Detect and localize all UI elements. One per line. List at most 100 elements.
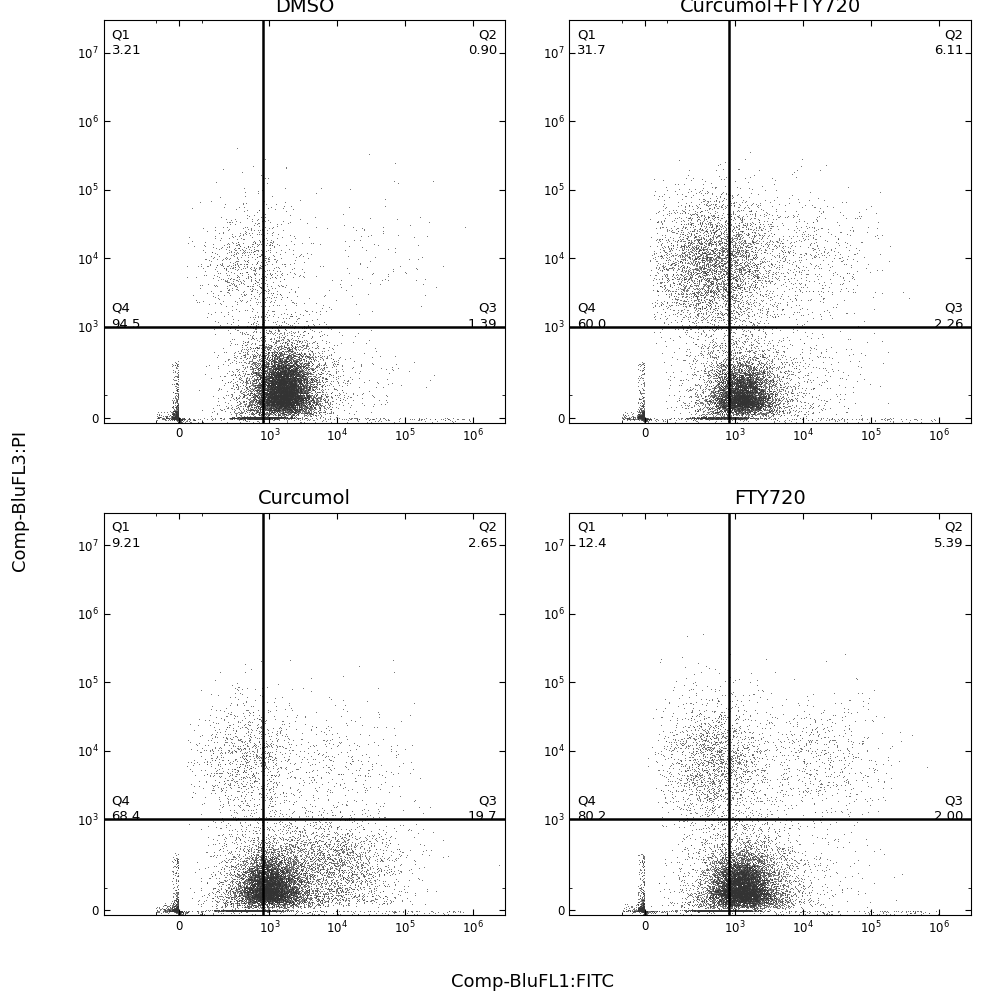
Point xyxy=(675,219,691,235)
Point xyxy=(716,902,732,918)
Point xyxy=(263,880,279,896)
Point xyxy=(200,902,216,918)
Point xyxy=(254,880,270,896)
Point xyxy=(780,410,796,426)
Point xyxy=(719,881,735,897)
Point xyxy=(753,396,769,412)
Point xyxy=(334,411,350,427)
Point xyxy=(271,396,287,412)
Point xyxy=(288,370,304,386)
Point xyxy=(306,843,321,859)
Point xyxy=(732,871,747,887)
Point xyxy=(876,846,891,862)
Point xyxy=(284,374,300,390)
Point xyxy=(669,902,685,918)
Point xyxy=(274,845,290,861)
Point xyxy=(269,387,285,403)
Point xyxy=(690,899,706,915)
Point xyxy=(270,368,286,384)
Point xyxy=(717,881,733,897)
Point xyxy=(220,880,236,896)
Point xyxy=(152,409,168,425)
Point xyxy=(636,901,652,917)
Point xyxy=(848,240,864,256)
Point xyxy=(632,901,648,917)
Point xyxy=(288,387,304,403)
Point xyxy=(753,892,769,908)
Point xyxy=(248,899,264,915)
Point xyxy=(259,881,275,897)
Point xyxy=(760,872,776,888)
Point xyxy=(273,384,289,400)
Point xyxy=(634,902,650,918)
Point xyxy=(729,393,744,409)
Point xyxy=(262,383,278,399)
Point xyxy=(875,285,890,301)
Point xyxy=(743,374,759,390)
Point xyxy=(252,411,268,427)
Point xyxy=(697,778,713,794)
Point xyxy=(717,849,733,865)
Point xyxy=(728,370,743,386)
Point xyxy=(736,896,751,912)
Point xyxy=(283,768,299,784)
Point xyxy=(284,370,300,386)
Point xyxy=(273,381,289,397)
Point xyxy=(259,870,275,886)
Point xyxy=(673,292,689,308)
Point xyxy=(171,903,186,919)
Point xyxy=(723,873,739,889)
Point xyxy=(723,208,739,224)
Point xyxy=(261,877,277,893)
Point xyxy=(635,406,651,422)
Point xyxy=(851,411,867,427)
Point xyxy=(315,854,330,870)
Point xyxy=(353,860,369,876)
Point xyxy=(347,836,363,852)
Point xyxy=(254,881,270,897)
Point xyxy=(841,765,857,781)
Point xyxy=(685,266,701,282)
Point xyxy=(682,729,698,745)
Point xyxy=(693,786,709,802)
Point xyxy=(281,375,297,391)
Point xyxy=(164,410,179,426)
Point xyxy=(751,372,767,388)
Point xyxy=(751,381,767,397)
Point xyxy=(273,862,289,878)
Point xyxy=(263,863,279,879)
Point xyxy=(289,393,305,409)
Point xyxy=(734,875,749,891)
Point xyxy=(275,358,291,374)
Point xyxy=(730,378,745,394)
Point xyxy=(751,885,767,901)
Point xyxy=(274,361,290,377)
Point xyxy=(301,882,317,898)
Point xyxy=(241,411,256,427)
Point xyxy=(687,218,703,234)
Point xyxy=(306,379,321,395)
Point xyxy=(719,856,735,872)
Point xyxy=(253,889,269,905)
Point xyxy=(285,397,301,413)
Point xyxy=(294,858,310,874)
Point xyxy=(368,830,384,846)
Point xyxy=(162,410,177,426)
Point xyxy=(275,882,291,898)
Point xyxy=(269,868,285,884)
Point xyxy=(265,394,281,410)
Point xyxy=(263,891,279,907)
Point xyxy=(739,880,754,896)
Point xyxy=(289,378,305,394)
Point xyxy=(320,299,336,315)
Point xyxy=(699,411,715,427)
Point xyxy=(384,359,399,375)
Point xyxy=(749,749,765,765)
Point xyxy=(278,389,294,405)
Point xyxy=(702,301,718,317)
Point xyxy=(756,315,772,331)
Point xyxy=(710,778,726,794)
Point xyxy=(262,366,278,382)
Point xyxy=(238,903,253,919)
Point xyxy=(731,862,746,878)
